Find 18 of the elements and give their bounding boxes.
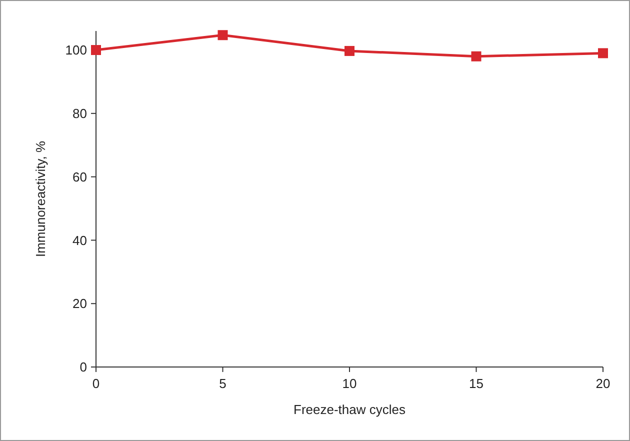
y-tick-label: 20 — [72, 296, 87, 312]
x-tick-label: 15 — [469, 376, 484, 391]
x-tick-label: 0 — [92, 376, 100, 391]
y-tick-label: 100 — [65, 42, 87, 58]
point — [344, 46, 354, 56]
point — [471, 51, 482, 62]
y-tick-label: 40 — [72, 232, 87, 248]
point — [598, 48, 608, 58]
x-tick-label: 10 — [342, 376, 357, 391]
point — [91, 45, 101, 56]
x-tick-label: 20 — [596, 376, 610, 391]
point — [218, 30, 228, 40]
y-tick-label: 0 — [80, 360, 87, 375]
x-tick-label: 5 — [219, 376, 226, 391]
y-tick-label: 60 — [72, 169, 87, 184]
y-axis-title: Immunoreactivity, % — [33, 140, 48, 258]
x-axis-title: Freeze-thaw cycles — [294, 402, 406, 417]
y-tick-label: 80 — [72, 106, 87, 121]
